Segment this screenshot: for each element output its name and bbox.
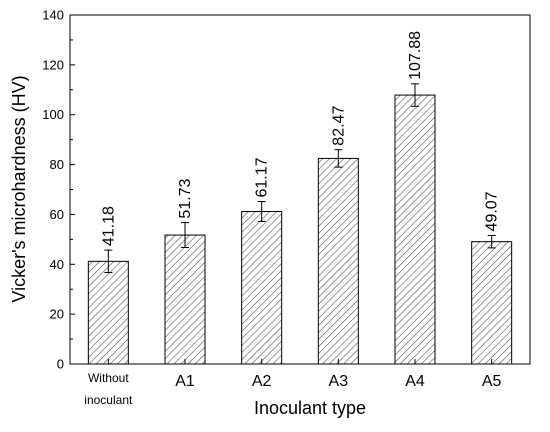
x-tick-label: A1 <box>175 373 195 390</box>
y-tick-label: 40 <box>50 257 64 272</box>
y-tick-label: 140 <box>42 8 64 23</box>
x-tick-label: A4 <box>405 373 425 390</box>
x-tick-label: A5 <box>482 373 502 390</box>
y-axis-title: Vicker's microhardness (HV) <box>9 75 29 302</box>
data-label: 49.07 <box>484 191 501 231</box>
data-label: 61.17 <box>254 157 271 197</box>
data-label: 107.88 <box>407 31 424 80</box>
y-tick-label: 20 <box>50 307 64 322</box>
y-tick-label: 60 <box>50 207 64 222</box>
y-tick-label: 80 <box>50 157 64 172</box>
bar <box>87 260 129 365</box>
x-tick-label: inoculant <box>84 393 133 407</box>
y-tick-label: 0 <box>57 357 64 372</box>
x-tick-label: Without <box>88 371 129 385</box>
plot-frame <box>69 14 531 365</box>
data-label: 82.47 <box>330 106 347 146</box>
bar <box>317 157 359 365</box>
data-label: 41.18 <box>100 206 117 246</box>
data-label: 51.73 <box>177 178 194 218</box>
y-tick-label: 120 <box>42 57 64 72</box>
bar <box>471 241 513 365</box>
y-tick-label: 100 <box>42 107 64 122</box>
bar <box>164 234 206 365</box>
bar <box>241 211 283 365</box>
x-tick-label: A2 <box>252 373 272 390</box>
plot-area: 0 20 40 60 80 100 120 140 41.18 Without inoculant 5… <box>42 8 531 407</box>
x-axis-title: Inoculant type <box>254 398 366 418</box>
x-tick-label: A3 <box>329 373 349 390</box>
bar <box>394 94 436 365</box>
